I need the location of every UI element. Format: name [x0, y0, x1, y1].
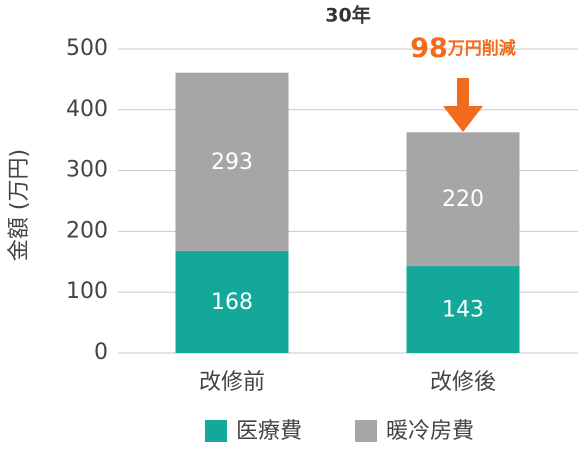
legend-label: 医療費	[236, 419, 302, 444]
y-tick-label: 200	[66, 218, 108, 243]
value-label: 168	[211, 290, 253, 315]
annotation: 98万円削減	[410, 33, 516, 64]
bar-segment	[175, 72, 289, 251]
arrow-head	[443, 106, 483, 132]
bar-segment	[175, 250, 289, 353]
value-label: 293	[211, 150, 253, 175]
bar-segment	[406, 132, 520, 267]
x-tick-label: 改修後	[430, 370, 496, 395]
chart-title: 30年	[325, 4, 370, 27]
y-tick-label: 0	[94, 340, 108, 365]
value-label: 143	[442, 298, 484, 323]
arrow-shaft	[457, 78, 469, 106]
bar-segment	[406, 266, 520, 353]
value-label: 220	[442, 187, 484, 212]
legend-swatch	[205, 420, 227, 442]
y-axis-label: 金額 (万円)	[7, 149, 32, 261]
x-tick-label: 改修前	[199, 370, 265, 395]
legend-label: 暖冷房費	[386, 419, 474, 444]
y-tick-label: 300	[66, 158, 108, 183]
annotation-text: 万円削減	[447, 38, 516, 59]
y-tick-label: 400	[66, 97, 108, 122]
y-tick-label: 100	[66, 279, 108, 304]
legend-swatch	[355, 420, 377, 442]
y-tick-label: 500	[66, 36, 108, 61]
annotation-number: 98	[410, 33, 448, 64]
